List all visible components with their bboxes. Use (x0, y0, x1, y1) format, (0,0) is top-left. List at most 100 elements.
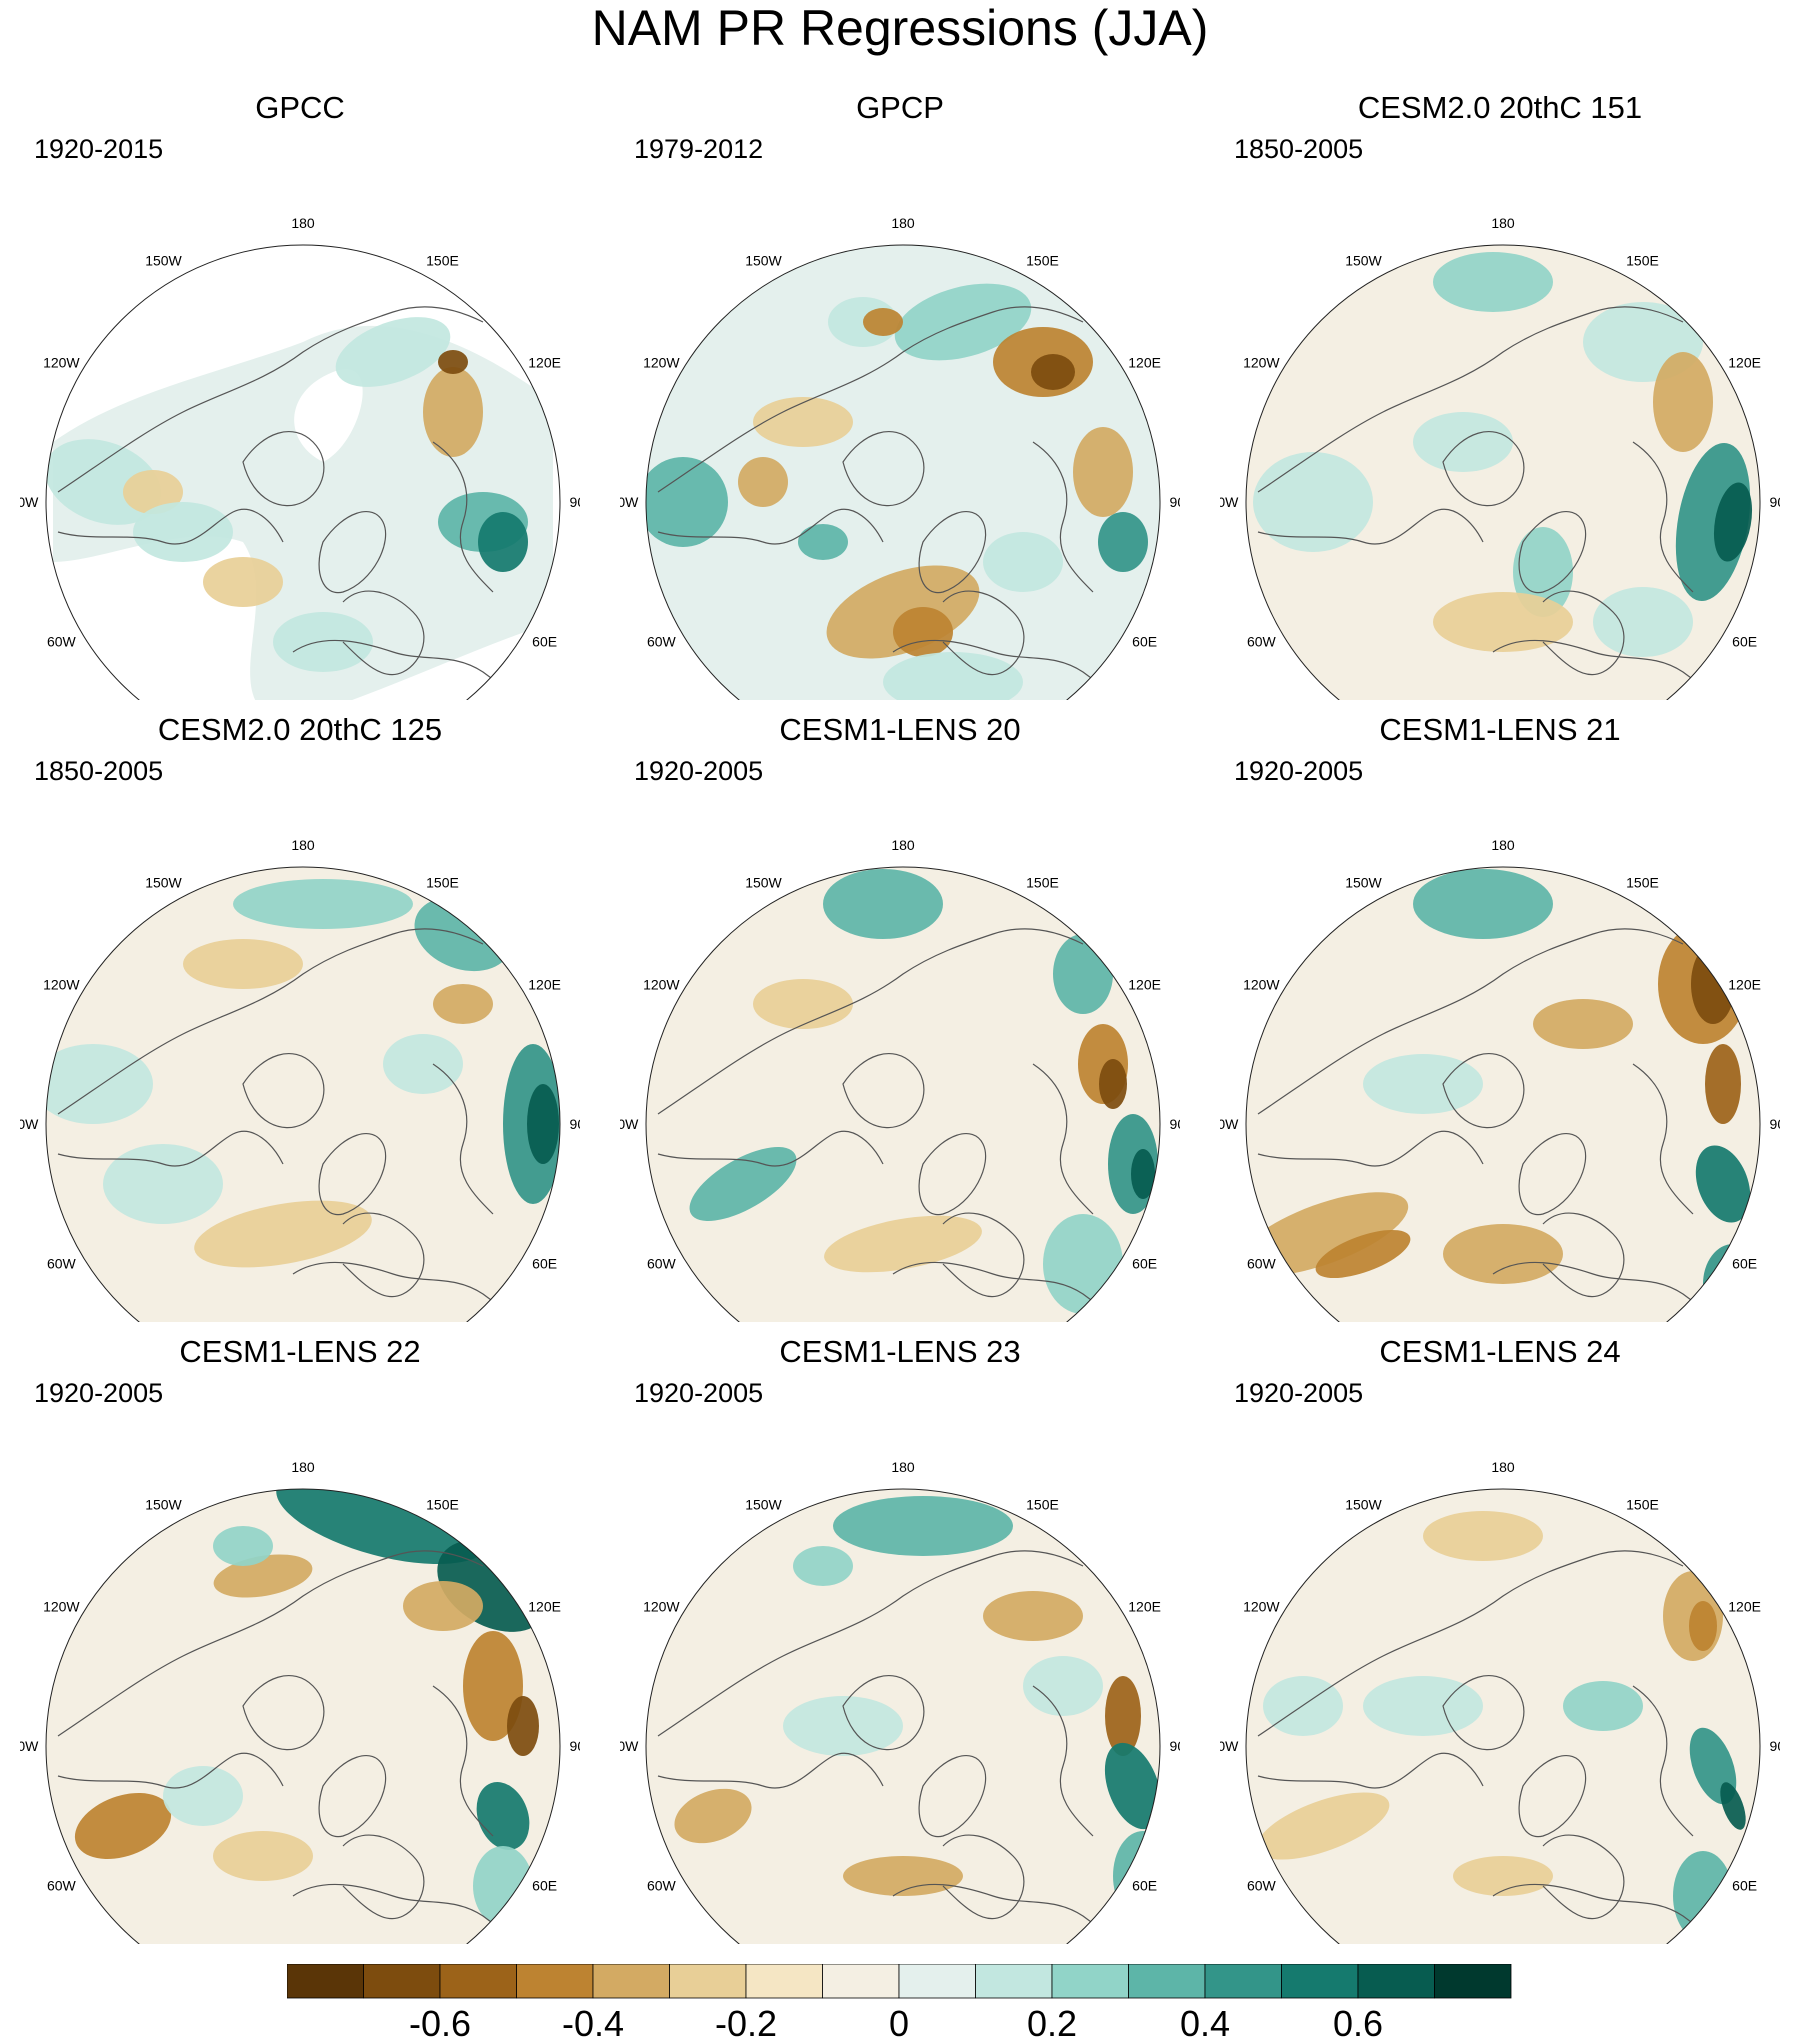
longitude-label: 150W (1345, 252, 1382, 268)
longitude-label: 60E (532, 634, 557, 650)
longitude-label: 120E (528, 355, 561, 371)
polar-map: 180150E120E90E60E30E030W60W90W120W150W (620, 215, 1180, 700)
longitude-label: 180 (291, 1459, 315, 1475)
colorbar-box (1051, 1964, 1129, 1999)
map-panel: 180150E120E90E60E30E030W60W90W120W150WCE… (1220, 90, 1780, 700)
longitude-label: 90W (20, 1116, 39, 1132)
longitude-label: 60E (1132, 1256, 1157, 1272)
longitude-label: 60W (1247, 1256, 1277, 1272)
longitude-label: 60W (647, 1878, 677, 1894)
longitude-label: 180 (891, 1459, 915, 1475)
longitude-label: 60E (1732, 634, 1757, 650)
colorbar-box (1204, 1964, 1282, 1999)
longitude-label: 120E (1728, 1599, 1761, 1615)
colorbar-box (1128, 1964, 1206, 1999)
longitude-label: 150E (1026, 252, 1059, 268)
longitude-label: 60E (532, 1256, 557, 1272)
colorbar-tick-label: -0.6 (409, 2003, 471, 2040)
colorbar-box (745, 1964, 823, 1999)
longitude-label: 90W (620, 1116, 639, 1132)
longitude-label: 120W (43, 977, 80, 993)
polar-map: 180150E120E90E60E30E030W60W90W120W150W (1220, 837, 1780, 1322)
longitude-label: 90W (20, 494, 39, 510)
colorbar-box (975, 1964, 1053, 1999)
panel-title: CESM2.0 20thC 125 (157, 712, 443, 747)
longitude-label: 60E (1132, 1878, 1157, 1894)
longitude-label: 90W (1220, 494, 1239, 510)
colorbar-box (822, 1964, 900, 1999)
longitude-label: 150E (1626, 1496, 1659, 1512)
longitude-label: 150W (1345, 874, 1382, 890)
longitude-label: 150E (1026, 1496, 1059, 1512)
colorbar-box (1434, 1964, 1512, 1999)
panel-title: CESM1-LENS 21 (1379, 712, 1621, 747)
longitude-label: 150W (145, 252, 182, 268)
longitude-label: 150E (1026, 874, 1059, 890)
longitude-label: 150W (145, 1496, 182, 1512)
longitude-label: 90W (620, 494, 639, 510)
longitude-label: 180 (1491, 837, 1515, 853)
colorbar-box (1281, 1964, 1359, 1999)
polar-map: 180150E120E90E60E30E030W60W90W120W150W (620, 837, 1180, 1322)
longitude-label: 120W (43, 355, 80, 371)
polar-map: 180150E120E90E60E30E030W60W90W120W150W (20, 837, 580, 1322)
longitude-label: 120E (1728, 355, 1761, 371)
panel-title: CESM2.0 20thC 151 (1357, 90, 1643, 125)
longitude-label: 60W (47, 1256, 77, 1272)
longitude-label: 150E (1626, 252, 1659, 268)
panel-period: 1920-2005 (634, 1378, 764, 1408)
longitude-label: 120W (43, 1599, 80, 1615)
longitude-label: 150E (1626, 874, 1659, 890)
longitude-label: 150W (1345, 1496, 1382, 1512)
colorbar-box (439, 1964, 517, 1999)
longitude-label: 180 (891, 837, 915, 853)
colorbar-box (363, 1964, 441, 1999)
longitude-label: 120W (643, 977, 680, 993)
longitude-label: 60W (647, 634, 677, 650)
panel-title: CESM1-LENS 23 (779, 1334, 1021, 1369)
colorbar-tick-label: 0.2 (1027, 2003, 1077, 2040)
map-panel: 180150E120E90E60E30E030W60W90W120W150WCE… (1220, 1334, 1780, 1944)
longitude-label: 120W (643, 355, 680, 371)
longitude-label: 150E (426, 252, 459, 268)
colorbar-tick-label: 0.4 (1180, 2003, 1230, 2040)
longitude-label: 120E (1128, 355, 1161, 371)
map-panel: 180150E120E90E60E30E030W60W90W120W150WCE… (1220, 712, 1780, 1322)
map-panel: 180150E120E90E60E30E030W60W90W120W150WCE… (620, 1334, 1180, 1944)
longitude-label: 60W (47, 634, 77, 650)
longitude-label: 120W (643, 1599, 680, 1615)
colorbar-tick-label: 0 (889, 2003, 909, 2040)
polar-map: 180150E120E90E60E30E030W60W90W120W150W (20, 215, 580, 700)
longitude-label: 120W (1243, 1599, 1280, 1615)
panel-period: 1979-2012 (634, 134, 764, 164)
longitude-label: 150W (745, 252, 782, 268)
colorbar-box (898, 1964, 976, 1999)
figure-title: NAM PR Regressions (JJA) (591, 0, 1209, 56)
longitude-label: 120E (1728, 977, 1761, 993)
map-panel: 180150E120E90E60E30E030W60W90W120W150WGP… (620, 90, 1180, 700)
longitude-label: 90E (1170, 494, 1180, 510)
longitude-label: 90E (1770, 494, 1780, 510)
longitude-label: 60E (1732, 1878, 1757, 1894)
polar-map: 180150E120E90E60E30E030W60W90W120W150W (1220, 1459, 1780, 1944)
longitude-label: 90W (1220, 1116, 1239, 1132)
polar-map: 180150E120E90E60E30E030W60W90W120W150W (1220, 215, 1780, 700)
longitude-label: 60E (532, 1878, 557, 1894)
longitude-label: 150W (145, 874, 182, 890)
longitude-label: 90E (570, 494, 580, 510)
map-panel: 180150E120E90E60E30E030W60W90W120W150WCE… (620, 712, 1180, 1322)
colorbar: -0.6 -0.4 -0.2 0 0.2 0.4 0.6 (287, 1964, 1512, 2040)
longitude-label: 120E (1128, 977, 1161, 993)
colorbar-tick-label: -0.4 (562, 2003, 624, 2040)
colorbar-box (669, 1964, 747, 1999)
polar-map: 180150E120E90E60E30E030W60W90W120W150W (620, 1459, 1180, 1944)
longitude-label: 60E (1732, 1256, 1757, 1272)
panel-period: 1920-2005 (1234, 1378, 1364, 1408)
longitude-label: 90W (620, 1738, 639, 1754)
panel-title: GPCC (255, 90, 345, 125)
panel-period: 1920-2005 (1234, 756, 1364, 786)
longitude-label: 90E (1170, 1738, 1180, 1754)
longitude-label: 90E (570, 1738, 580, 1754)
longitude-label: 90E (1770, 1738, 1780, 1754)
longitude-label: 120W (1243, 977, 1280, 993)
